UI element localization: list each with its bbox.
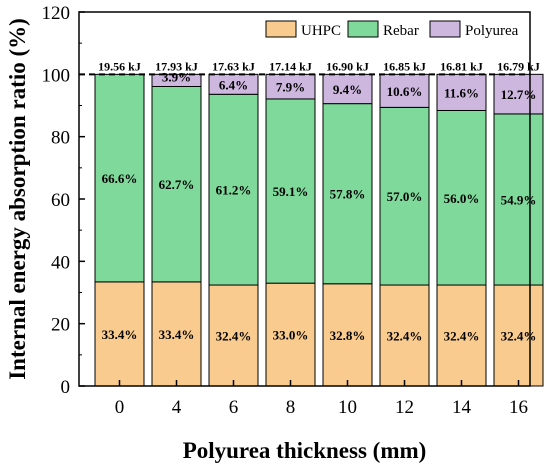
data-label-rebar-12: 57.0% — [387, 189, 423, 204]
data-label-polyurea-6: 6.4% — [219, 77, 248, 92]
bar-polyurea-10 — [322, 73, 373, 105]
bar-uhpc-14 — [436, 284, 487, 387]
x-tick-label-16: 16 — [509, 397, 528, 418]
bar-rebar-0 — [94, 73, 145, 283]
total-energy-label-8: 17.14 kJ — [269, 59, 312, 73]
bar-rebar-6 — [208, 93, 259, 286]
x-tick-label-10: 10 — [338, 397, 357, 418]
total-energy-label-14: 16.81 kJ — [440, 59, 483, 73]
bars-layer — [94, 73, 544, 387]
data-label-polyurea-10: 9.4% — [333, 82, 362, 97]
y-tick-label-0: 0 — [61, 377, 71, 398]
bar-rebar-10 — [322, 103, 373, 285]
bar-polyurea-4 — [151, 73, 202, 87]
data-label-rebar-16: 54.9% — [501, 192, 537, 207]
data-label-polyurea-4: 3.9% — [162, 69, 191, 84]
legend-swatch-rebar — [347, 20, 379, 38]
data-label-uhpc-8: 33.0% — [273, 328, 309, 343]
bar-polyurea-16 — [493, 73, 544, 115]
total-energy-label-0: 19.56 kJ — [98, 59, 141, 73]
total-energy-label-12: 16.85 kJ — [383, 59, 426, 73]
total-energy-label-10: 16.90 kJ — [326, 59, 369, 73]
y-tick-label-20: 20 — [51, 315, 70, 336]
y-tick-label-100: 100 — [42, 65, 71, 86]
data-label-rebar-14: 56.0% — [444, 191, 480, 206]
y-tick-label-60: 60 — [51, 190, 70, 211]
bar-uhpc-10 — [322, 283, 373, 387]
legend-background — [260, 17, 528, 41]
data-label-polyurea-12: 10.6% — [387, 84, 423, 99]
data-label-rebar-6: 61.2% — [216, 183, 252, 198]
bar-rebar-16 — [493, 113, 544, 286]
legend-label-uhpc: UHPC — [301, 23, 341, 39]
bar-uhpc-0 — [94, 281, 145, 387]
data-label-uhpc-10: 32.8% — [330, 328, 366, 343]
x-tick-label-12: 12 — [395, 397, 414, 418]
data-label-rebar-0: 66.6% — [102, 171, 138, 186]
bar-uhpc-12 — [379, 284, 430, 387]
data-label-uhpc-16: 32.4% — [501, 329, 537, 344]
bar-rebar-8 — [265, 98, 316, 284]
data-label-rebar-4: 62.7% — [159, 177, 195, 192]
legend: UHPC Rebar Polyurea — [260, 17, 528, 41]
data-label-rebar-10: 57.8% — [330, 187, 366, 202]
bar-rebar-12 — [379, 106, 430, 286]
legend-label-polyurea: Polyurea — [465, 23, 519, 39]
data-label-polyurea-8: 7.9% — [276, 80, 305, 95]
y-axis-title: Internal energy absorption ratio (%) — [5, 18, 30, 380]
total-energy-label-16: 16.79 kJ — [497, 59, 540, 73]
x-tick-label-4: 4 — [172, 397, 182, 418]
data-label-polyurea-16: 12.7% — [501, 87, 537, 102]
bar-rebar-14 — [436, 109, 487, 286]
data-label-uhpc-0: 33.4% — [102, 327, 138, 342]
bar-rebar-4 — [151, 85, 202, 283]
bar-uhpc-8 — [265, 282, 316, 387]
x-axis-title: Polyurea thickness (mm) — [183, 438, 427, 463]
x-tick-label-6: 6 — [229, 397, 239, 418]
data-label-polyurea-14: 11.6% — [444, 85, 479, 100]
legend-swatch-polyurea — [429, 20, 461, 38]
x-tick-label-0: 0 — [115, 397, 125, 418]
x-tick-label-8: 8 — [286, 397, 296, 418]
axes-layer: 0 20 40 60 80 100 120 0 4 6 8 10 12 14 16 — [42, 3, 531, 418]
y-tick-label-80: 80 — [51, 128, 70, 149]
data-label-uhpc-14: 32.4% — [444, 329, 480, 344]
x-tick-label-14: 14 — [452, 397, 472, 418]
total-energy-label-6: 17.63 kJ — [212, 59, 255, 73]
data-label-uhpc-4: 33.4% — [159, 327, 195, 342]
data-label-uhpc-6: 32.4% — [216, 329, 252, 344]
data-label-rebar-8: 59.1% — [273, 184, 309, 199]
y-tick-label-40: 40 — [51, 252, 70, 273]
y-tick-label-120: 120 — [42, 3, 71, 24]
data-labels-layer: 33.4% 66.6% 19.56 kJ 33.4% 62.7% 3.9%17.93 kJ… — [98, 59, 540, 343]
total-energy-label-4: 17.93 kJ — [155, 59, 198, 73]
data-label-uhpc-12: 32.4% — [387, 329, 423, 344]
bar-polyurea-12 — [379, 73, 430, 108]
legend-swatch-uhpc — [265, 20, 297, 38]
bar-uhpc-16 — [493, 284, 544, 387]
legend-label-rebar: Rebar — [383, 23, 419, 39]
